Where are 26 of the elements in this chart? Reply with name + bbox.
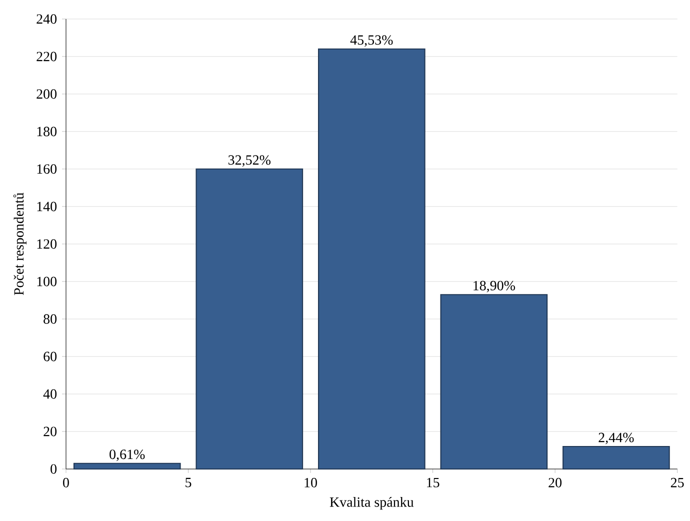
y-tick-label: 160 <box>37 164 57 174</box>
x-tick-label: 10 <box>304 478 317 488</box>
y-tick-label: 40 <box>43 389 57 399</box>
x-tick-label: 20 <box>548 478 562 488</box>
x-tick-label: 5 <box>186 478 192 488</box>
annotation: 2,44% <box>598 432 634 444</box>
y-tick-label: 20 <box>44 426 57 436</box>
y-tick-label: 80 <box>44 314 57 324</box>
x-tick-label: 0 <box>63 478 69 488</box>
y-tick-label: 240 <box>36 14 57 24</box>
y-tick-label: 60 <box>44 352 57 362</box>
x-tick-label: 25 <box>670 478 684 488</box>
y-axis-title: Počet respondentů <box>13 192 26 296</box>
x-tick-label: 15 <box>427 478 440 488</box>
y-tick-label: 220 <box>36 52 57 62</box>
y-tick-label: 140 <box>37 202 57 212</box>
x-axis-title: Kvalita spánku <box>330 496 414 510</box>
y-tick-label: 200 <box>36 89 57 99</box>
annotation: 0,61% <box>110 450 145 462</box>
annotation: 32,52% <box>228 155 270 167</box>
y-tick-label: 180 <box>37 126 57 136</box>
annotation: 45,53% <box>350 35 393 47</box>
y-tick-label: 120 <box>37 239 57 249</box>
annotation: 18,90% <box>474 280 516 292</box>
y-tick-label: 0 <box>50 464 57 474</box>
y-tick-label: 100 <box>37 276 57 286</box>
